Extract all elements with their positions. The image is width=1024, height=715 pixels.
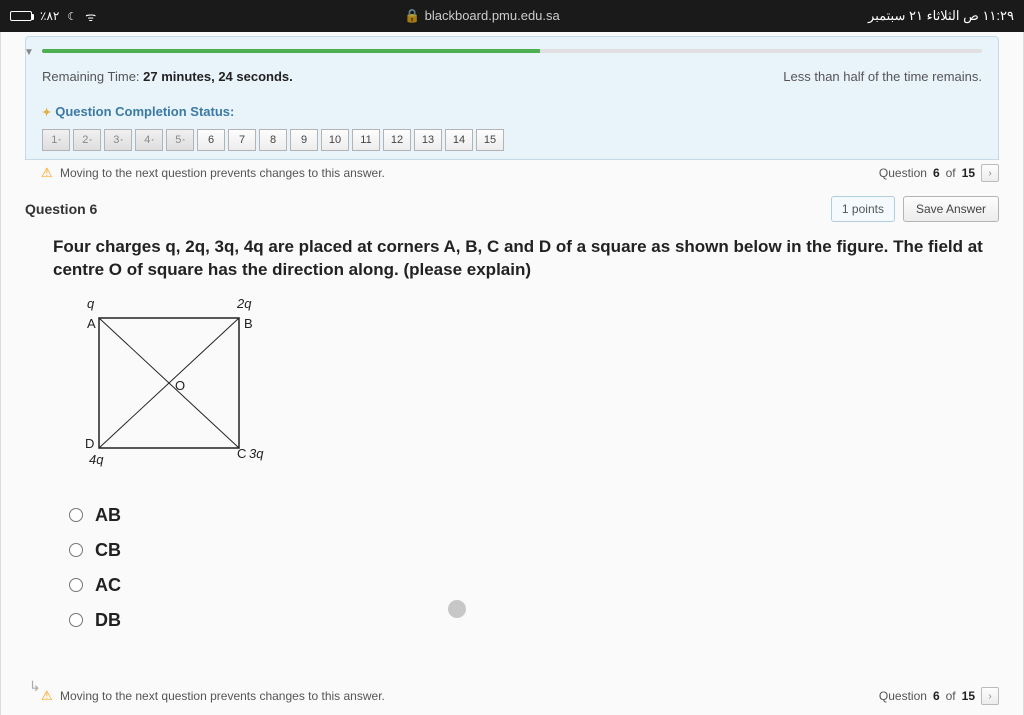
progress-bar bbox=[42, 49, 982, 53]
option-row-CB: CB bbox=[69, 533, 999, 568]
label-3q: 3q bbox=[249, 446, 264, 461]
completion-status-title: ✦ Question Completion Status: bbox=[42, 96, 982, 129]
qnav-item-4[interactable]: 4▪ bbox=[135, 129, 163, 151]
collapse-icon[interactable]: ▼ bbox=[24, 47, 34, 58]
warning-icon: ⚠ bbox=[41, 688, 53, 703]
qnav-item-8[interactable]: 8 bbox=[259, 129, 287, 151]
next-arrow-button[interactable]: › bbox=[981, 164, 999, 182]
label-O: O bbox=[175, 378, 185, 393]
label-q: q bbox=[87, 298, 95, 311]
pointer-dot bbox=[448, 600, 466, 618]
nav-warn-bottom: ⚠ Moving to the next question prevents c… bbox=[41, 688, 385, 704]
qnav-item-13[interactable]: 13 bbox=[414, 129, 442, 151]
qnav-item-7[interactable]: 7 bbox=[228, 129, 256, 151]
pos-word-q: Question bbox=[879, 166, 927, 180]
option-radio-DB[interactable] bbox=[69, 613, 83, 627]
timer-label: Remaining Time: bbox=[42, 69, 143, 84]
nav-bar-top: ⚠ Moving to the next question prevents c… bbox=[1, 160, 1023, 186]
option-row-DB: DB bbox=[69, 603, 999, 638]
option-row-AC: AC bbox=[69, 568, 999, 603]
option-radio-CB[interactable] bbox=[69, 543, 83, 557]
figure-container: q A 2q B O D 4q C 3q bbox=[25, 298, 999, 478]
label-C: C bbox=[237, 446, 246, 461]
question-area: Question 6 1 points Save Answer Four cha… bbox=[1, 186, 1023, 638]
pos-total: 15 bbox=[962, 166, 975, 180]
remaining-time: Remaining Time: 27 minutes, 24 seconds. bbox=[42, 69, 293, 84]
timer-minutes-word: minutes, bbox=[158, 69, 219, 84]
option-label-AC[interactable]: AC bbox=[95, 575, 121, 596]
option-radio-AC[interactable] bbox=[69, 578, 83, 592]
answer-options: AB CB AC DB bbox=[25, 478, 999, 638]
device-status-bar: ٪۸۲ ☾ ᯤ 🔒 blackboard.pmu.edu.sa ١١:٢٩ ص ا… bbox=[0, 0, 1024, 32]
timer-minutes: 27 bbox=[143, 69, 157, 84]
question-position-top: Question 6 of 15 › bbox=[879, 164, 999, 182]
question-actions: 1 points Save Answer bbox=[831, 196, 999, 222]
next-arrow-button-bottom[interactable]: › bbox=[981, 687, 999, 705]
qnav-item-2[interactable]: 2▪ bbox=[73, 129, 101, 151]
timer-row: Remaining Time: 27 minutes, 24 seconds. … bbox=[42, 65, 982, 96]
lock-icon: 🔒 bbox=[404, 8, 420, 24]
qnav-item-11[interactable]: 11 bbox=[352, 129, 380, 151]
points-badge: 1 points bbox=[831, 196, 895, 222]
option-label-DB[interactable]: DB bbox=[95, 610, 121, 631]
label-A: A bbox=[87, 316, 96, 331]
pos-of-b: of bbox=[946, 689, 956, 703]
qnav-item-3[interactable]: 3▪ bbox=[104, 129, 132, 151]
completion-status-label: Question Completion Status: bbox=[55, 104, 234, 119]
question-nav: 1▪2▪3▪4▪5▪6789101112131415 bbox=[42, 129, 982, 153]
status-left: ٪۸۲ ☾ ᯤ bbox=[10, 8, 96, 25]
qnav-item-9[interactable]: 9 bbox=[290, 129, 318, 151]
nav-warn-top: ⚠ Moving to the next question prevents c… bbox=[41, 165, 385, 181]
label-2q: 2q bbox=[236, 298, 252, 311]
pos-of: of bbox=[946, 166, 956, 180]
star-icon: ✦ bbox=[42, 107, 51, 119]
page: ▼ Remaining Time: 27 minutes, 24 seconds… bbox=[0, 32, 1024, 715]
progress-fill bbox=[42, 49, 540, 53]
qnav-item-10[interactable]: 10 bbox=[321, 129, 349, 151]
label-4q: 4q bbox=[89, 452, 104, 467]
question-header: Question 6 1 points Save Answer bbox=[25, 196, 999, 222]
qnav-item-15[interactable]: 15 bbox=[476, 129, 504, 151]
pos-total-b: 15 bbox=[962, 689, 975, 703]
nav-warn-text: Moving to the next question prevents cha… bbox=[60, 166, 385, 180]
qnav-item-1[interactable]: 1▪ bbox=[42, 129, 70, 151]
option-label-AB[interactable]: AB bbox=[95, 505, 121, 526]
dnd-icon: ☾ bbox=[67, 10, 77, 23]
option-radio-AB[interactable] bbox=[69, 508, 83, 522]
qnav-item-14[interactable]: 14 bbox=[445, 129, 473, 151]
nav-warn-text-bottom: Moving to the next question prevents cha… bbox=[60, 689, 385, 703]
warning-icon: ⚠ bbox=[41, 165, 53, 180]
nav-bar-bottom: ⚠ Moving to the next question prevents c… bbox=[1, 683, 1023, 709]
battery-icon bbox=[10, 11, 32, 21]
qnav-item-5[interactable]: 5▪ bbox=[166, 129, 194, 151]
clock-date: ١١:٢٩ ص الثلاثاء ٢١ سبتمبر bbox=[868, 8, 1014, 24]
option-row-AB: AB bbox=[69, 498, 999, 533]
timer-warning: Less than half of the time remains. bbox=[783, 69, 982, 84]
url-text: blackboard.pmu.edu.sa bbox=[425, 8, 560, 23]
pos-current: 6 bbox=[933, 166, 940, 180]
pos-current-b: 6 bbox=[933, 689, 940, 703]
timer-seconds: 24 bbox=[218, 69, 232, 84]
test-status-panel: ▼ Remaining Time: 27 minutes, 24 seconds… bbox=[25, 36, 999, 160]
question-text: Four charges q, 2q, 3q, 4q are placed at… bbox=[25, 236, 999, 298]
question-heading: Question 6 bbox=[25, 201, 97, 217]
label-D: D bbox=[85, 436, 94, 451]
qnav-item-12[interactable]: 12 bbox=[383, 129, 411, 151]
question-position-bottom: Question 6 of 15 › bbox=[879, 687, 999, 705]
option-label-CB[interactable]: CB bbox=[95, 540, 121, 561]
pos-word-q-b: Question bbox=[879, 689, 927, 703]
address-bar: 🔒 blackboard.pmu.edu.sa bbox=[96, 8, 868, 24]
save-answer-button[interactable]: Save Answer bbox=[903, 196, 999, 222]
timer-seconds-word: seconds. bbox=[233, 69, 293, 84]
square-figure: q A 2q B O D 4q C 3q bbox=[69, 298, 269, 478]
battery-pct: ٪۸۲ bbox=[40, 9, 59, 23]
wifi-icon: ᯤ bbox=[85, 8, 96, 25]
qnav-item-6[interactable]: 6 bbox=[197, 129, 225, 151]
label-B: B bbox=[244, 316, 253, 331]
